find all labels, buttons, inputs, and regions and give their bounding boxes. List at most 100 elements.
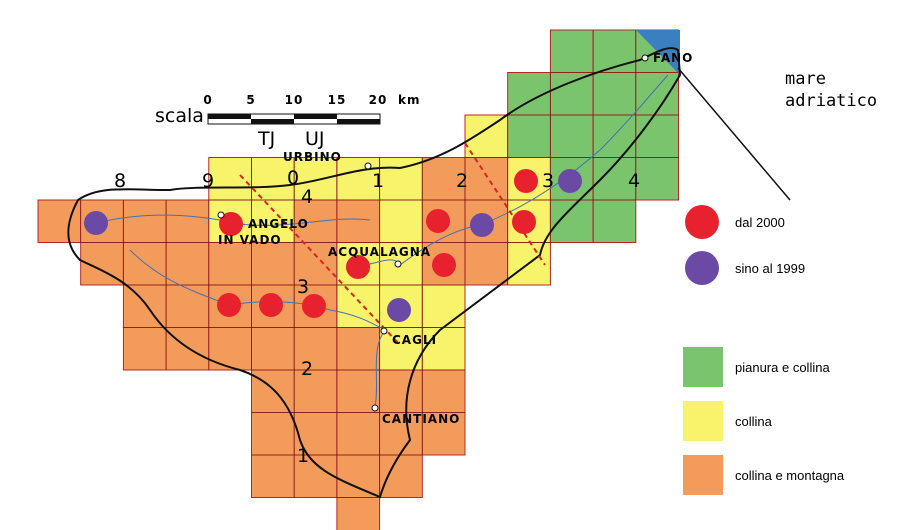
grid-outline xyxy=(123,242,167,286)
legend-label: sino al 1999 xyxy=(735,261,805,276)
record-recent xyxy=(217,293,241,317)
grid-outline xyxy=(336,284,380,328)
place-label: URBINO xyxy=(283,150,342,164)
map-grid xyxy=(37,29,679,530)
grid-number: 1 xyxy=(297,445,309,467)
grid-outline xyxy=(123,327,167,371)
grid-outline xyxy=(379,369,423,413)
coastline xyxy=(677,67,791,201)
grid-outline xyxy=(293,284,338,328)
grid-outline xyxy=(165,284,210,328)
grid-outline xyxy=(507,72,551,116)
grid-outline xyxy=(379,412,423,456)
grid-cell xyxy=(549,114,594,158)
grid-cell xyxy=(251,412,295,456)
legend-marker xyxy=(685,251,719,285)
grid-number: 9 xyxy=(202,170,214,192)
grid-outline xyxy=(421,369,466,413)
record-old xyxy=(558,169,582,193)
scale-tick: 20 xyxy=(369,93,388,107)
grid-outline xyxy=(379,242,423,286)
grid-cell xyxy=(336,369,381,413)
grid-cell xyxy=(379,369,423,413)
grid-cell xyxy=(293,242,338,286)
grid-outline xyxy=(635,72,679,116)
town xyxy=(380,327,388,335)
grid-outline xyxy=(80,242,124,286)
scale-label: scala xyxy=(155,105,204,127)
grid-number: 2 xyxy=(301,358,313,380)
grid-outline xyxy=(379,284,423,328)
grid-outline xyxy=(336,199,380,243)
place-label: CANTIANO xyxy=(382,412,460,426)
grid-outline xyxy=(293,199,338,243)
grid-cell xyxy=(208,157,253,201)
record-recent xyxy=(514,169,538,193)
grid-number: 2 xyxy=(456,170,468,192)
grid-outline xyxy=(165,242,210,286)
legend-label: collina e montagna xyxy=(735,468,845,483)
legend-swatch xyxy=(683,347,723,387)
record-recent xyxy=(346,255,370,279)
grid-cell xyxy=(421,284,466,328)
grid-cell xyxy=(122,242,167,286)
grid-outline xyxy=(293,369,338,413)
grid-outline xyxy=(251,369,295,413)
grid-cell xyxy=(122,327,167,371)
grid-cell xyxy=(336,199,381,243)
grid-outline xyxy=(293,327,338,371)
grid-outline xyxy=(507,157,551,201)
grid-number: 3 xyxy=(542,170,554,192)
town xyxy=(364,162,372,170)
grid-cell xyxy=(336,284,381,328)
grid-cell xyxy=(464,157,509,201)
grid-outline xyxy=(635,157,679,201)
grid-outline xyxy=(208,157,252,201)
grid-cell xyxy=(122,199,167,243)
record-recent xyxy=(512,210,536,234)
grid-outline xyxy=(336,497,380,530)
grid-cell xyxy=(251,454,295,498)
grid-cell xyxy=(421,369,466,413)
record-old xyxy=(387,298,411,322)
grid-outline xyxy=(37,199,82,243)
scale-seg xyxy=(294,114,337,119)
place-label: CAGLI xyxy=(392,333,437,347)
grid-outline xyxy=(251,242,295,286)
grid-outline xyxy=(336,157,380,201)
grid-outline xyxy=(592,72,637,116)
grid-cell xyxy=(592,199,637,243)
grid-cell xyxy=(464,242,509,286)
grid-number: 4 xyxy=(628,170,640,192)
grid-cell xyxy=(208,327,253,371)
grid-cell xyxy=(379,199,423,243)
grid-outline xyxy=(251,199,295,243)
grid-outline xyxy=(123,199,167,243)
place-label: FANO xyxy=(653,51,693,65)
grid-outline xyxy=(336,454,380,498)
grid-cell xyxy=(549,72,594,116)
place-label: ACQUALAGNA xyxy=(328,245,431,259)
grid-cell xyxy=(251,369,295,413)
record-old xyxy=(84,211,108,235)
grid-cell xyxy=(251,199,295,243)
grid-outline xyxy=(421,199,466,243)
grid-outline xyxy=(421,242,466,286)
grid-outline xyxy=(336,327,380,371)
grid-outline xyxy=(379,199,423,243)
sea-label: mare xyxy=(785,69,826,89)
grid-outline xyxy=(464,242,509,286)
grid-outline xyxy=(550,72,594,116)
grid-outline xyxy=(592,199,637,243)
legend-label: dal 2000 xyxy=(735,215,785,230)
grid-cell xyxy=(379,454,423,498)
grid-outline xyxy=(464,114,509,158)
town xyxy=(371,404,379,412)
grid-outline xyxy=(165,199,210,243)
grid-cell xyxy=(592,29,637,73)
record-old xyxy=(470,213,494,237)
record-recent xyxy=(219,212,243,236)
grid-number: 4 xyxy=(301,186,313,208)
grid-outline xyxy=(208,199,252,243)
